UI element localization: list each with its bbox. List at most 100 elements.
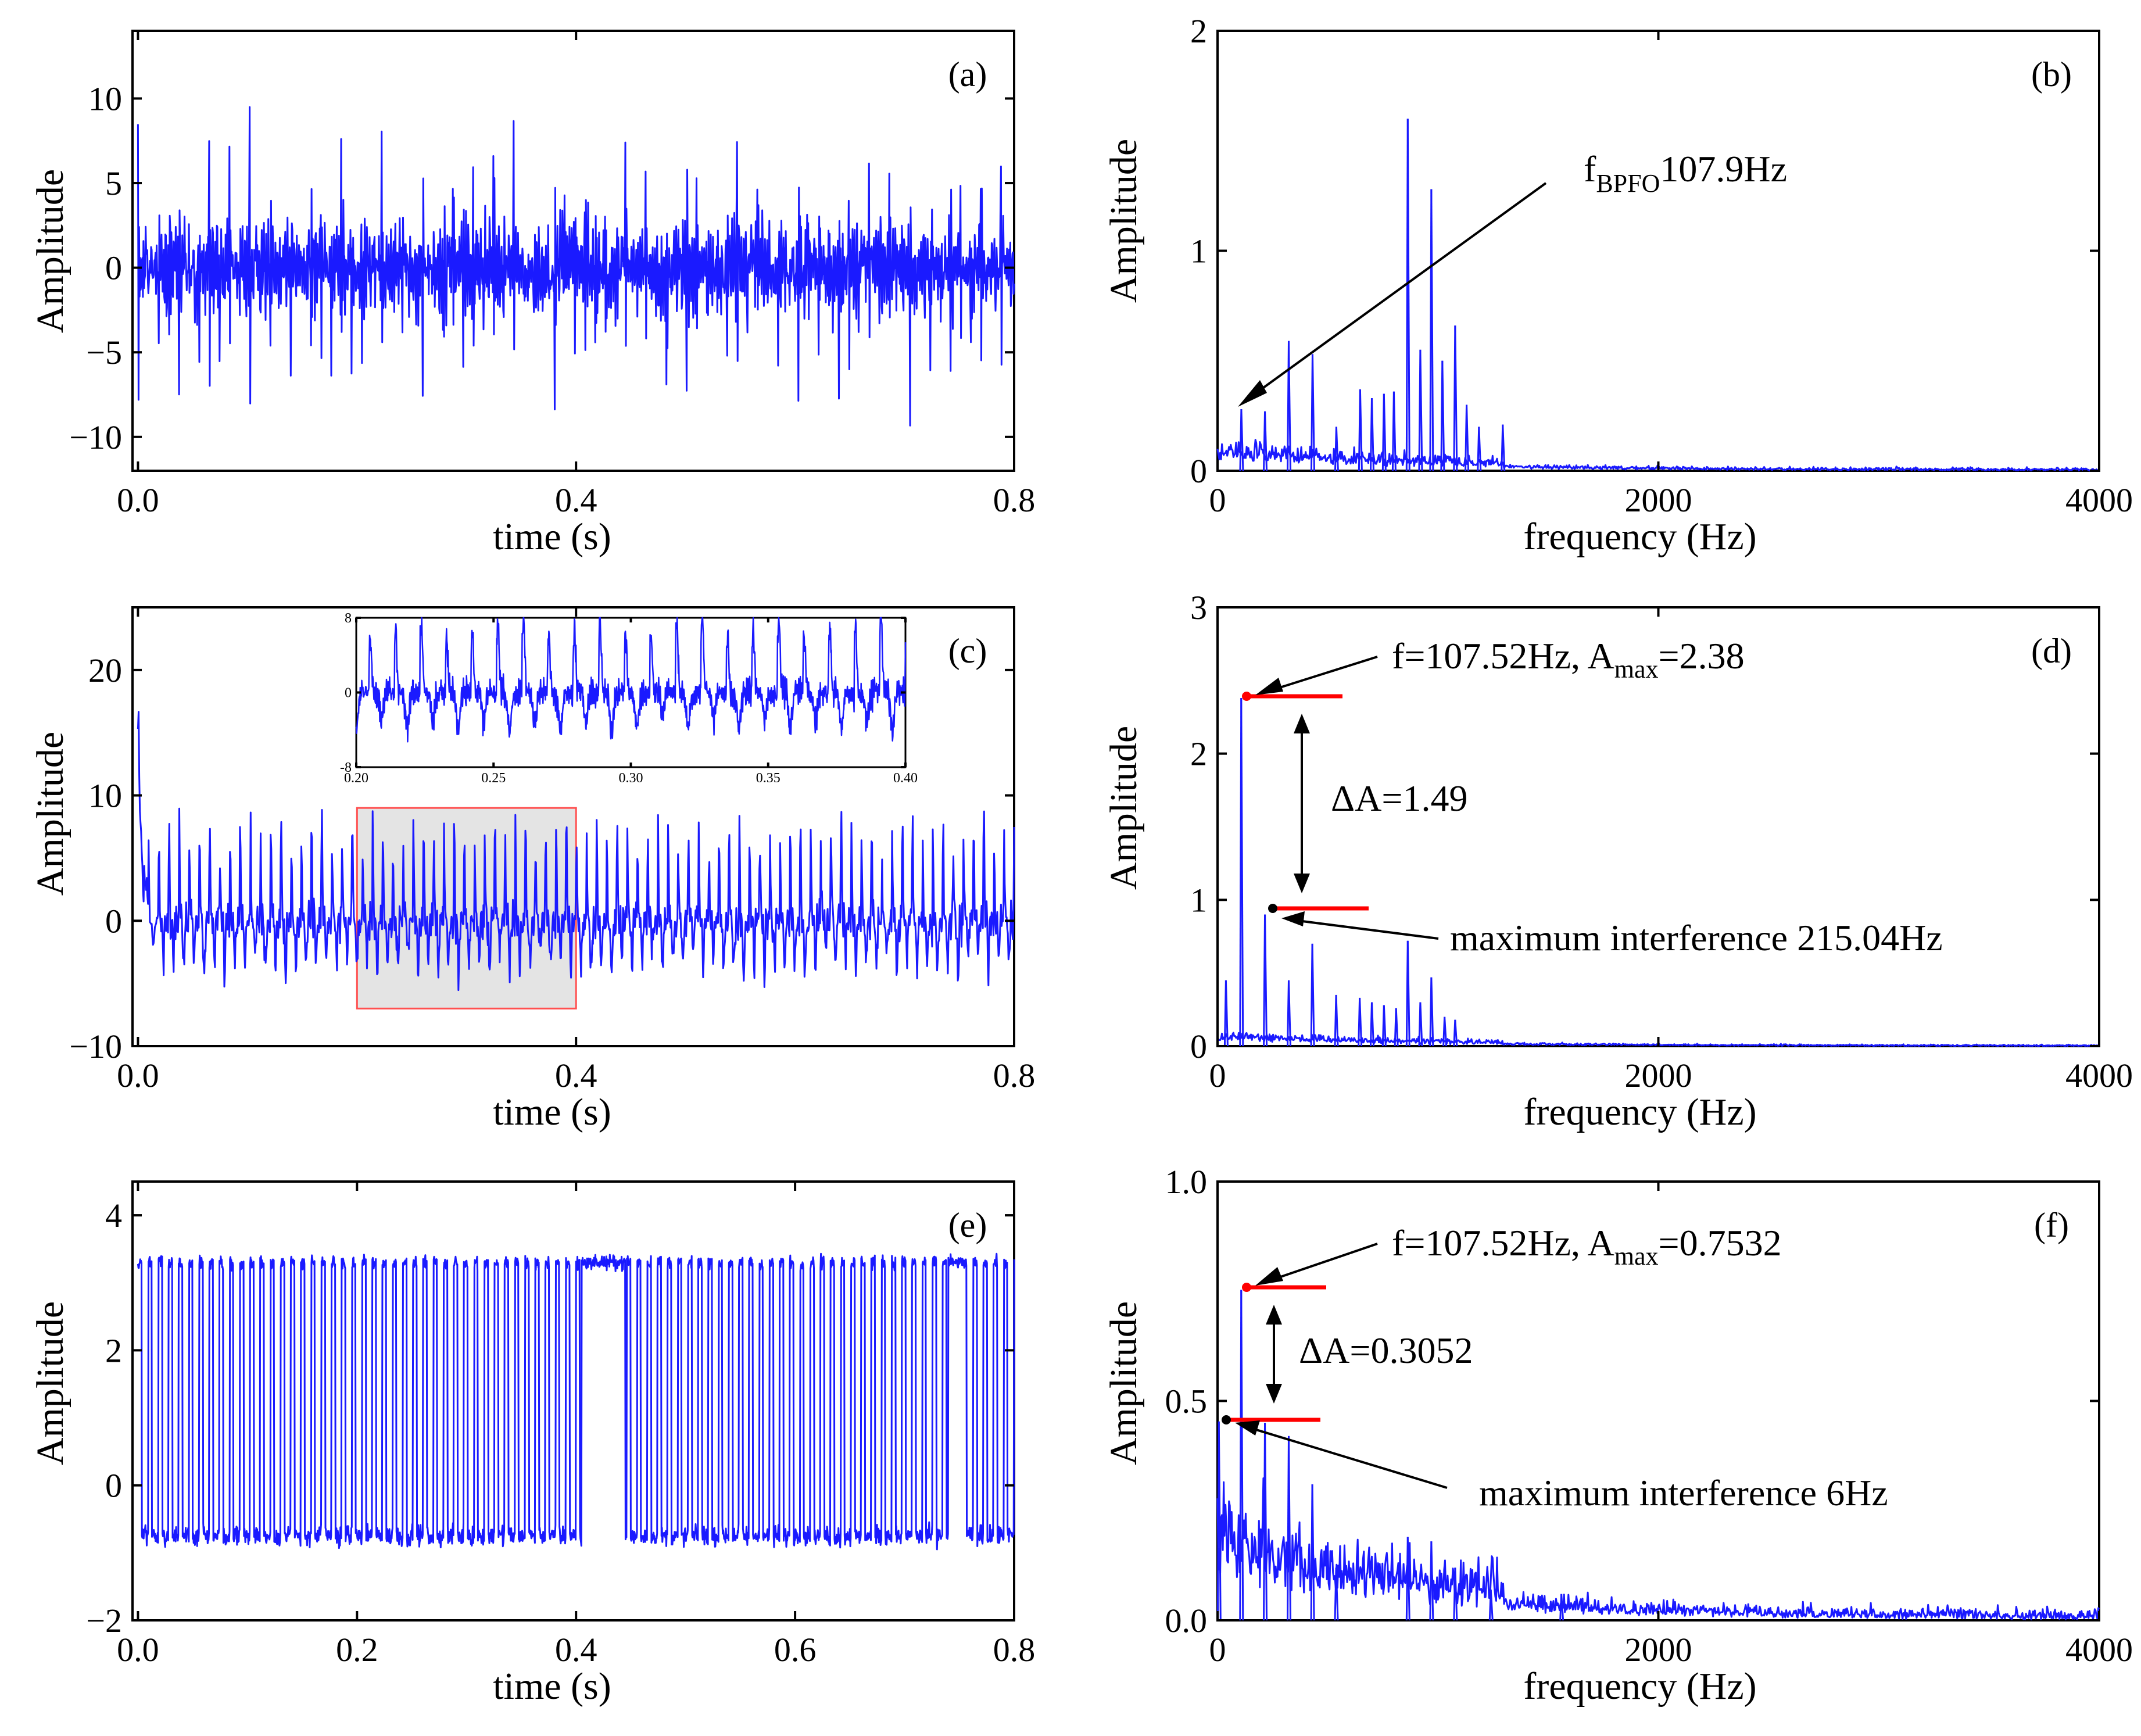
a-ytick-label: −5 [86,334,122,371]
delta-arrow-bottom [1294,874,1310,893]
max-annotation-f: f=107.52Hz, Amax=0.7532 [1392,1222,1782,1270]
f-xtick-label: 2000 [1625,1631,1692,1669]
panel-f-label: (f) [2034,1206,2069,1244]
e-series-line [137,1252,1015,1551]
e-xtick-label: 0.8 [993,1631,1036,1669]
b-xtick-label: 4000 [2065,481,2133,519]
d-xtick-label: 4000 [2065,1057,2133,1094]
c-ytick-label: −10 [69,1028,122,1065]
interference-point [1268,904,1277,913]
b-ytick-label: 2 [1190,12,1207,50]
max-arrow-line-f [1266,1243,1378,1283]
d-spectral-peak-side [1240,698,1244,1047]
panel-f-xlabel: frequency (Hz) [1523,1665,1756,1708]
b-xtick-label: 0 [1209,481,1226,519]
f-spectral-peak-side [1335,1567,1339,1621]
d-ytick-label: 2 [1190,735,1207,773]
c-ytick-label: 20 [88,652,122,689]
panel-a-ticks: 0.0 0.4 0.8 −10 −5 0 5 10 [69,31,1035,519]
d-spectral-peak-side [1311,943,1315,1047]
d-spectral-peak-side [1264,914,1268,1047]
a-ytick-label: −10 [69,418,122,456]
panel-d-annotation: f=107.52Hz, Amax=2.38 ΔA=1.49 maximum in… [1242,635,1943,958]
a-xtick-label: 0.0 [117,481,159,519]
delta-arrow-bottom-f [1266,1384,1282,1404]
c-xtick-label: 0.8 [993,1057,1036,1094]
panel-f-annotation: f=107.52Hz, Amax=0.7532 ΔA=0.3052 maximu… [1222,1222,1888,1513]
b-spectral-peak-side [1454,325,1458,471]
f-spectral-peak-side [1454,1567,1458,1621]
d-spectral-peak-side [1335,994,1339,1047]
f-noise-floor [1216,1477,2100,1620]
d-ytick-label: 1 [1190,881,1207,919]
panel-d-label: (d) [2031,632,2072,670]
e-ytick-label: 4 [105,1197,122,1234]
c-inset-xtick-label: 0.35 [756,771,781,786]
max-point-f [1242,1283,1251,1292]
panel-f-signal [1216,1290,2100,1621]
b-spectral-peak-side [1502,424,1506,471]
d-xtick-label: 2000 [1625,1057,1692,1094]
interference-arrow-head [1281,911,1305,926]
delta-annotation-f: ΔA=0.3052 [1299,1330,1473,1371]
panel-e-xlabel: time (s) [493,1665,611,1708]
panel-c-ylabel: Amplitude [29,732,71,896]
d-ytick-label: 3 [1190,589,1207,627]
panel-b-frame [1216,30,2100,472]
delta-annotation: ΔA=1.49 [1331,778,1467,819]
f-spectral-peak-side [1264,1423,1268,1621]
d-spectral-peak-side [1287,980,1291,1047]
b-spectral-peak-side [1392,391,1397,471]
f-spectral-peak-side [1311,1484,1315,1621]
f-spectral-peak-side [1406,1537,1410,1621]
f-spectral-peak-side [1287,1436,1291,1621]
c-inset-xtick-label: 0.25 [481,771,506,786]
d-spectral-peak-side [1225,980,1229,1047]
b-spectral-peak-side [1335,427,1339,471]
f-ytick-label: 0.5 [1165,1383,1208,1420]
a-ytick-label: 5 [105,164,122,202]
e-xtick-label: 0.0 [117,1631,159,1669]
f-ytick-label: 1.0 [1165,1163,1208,1201]
b-spectral-peak-side [1264,411,1268,471]
d-spectral-peak-side [1430,977,1434,1047]
f-spectral-peak-side [1430,1541,1434,1621]
bpfo-arrow-line [1245,182,1547,401]
panel-a-ylabel: Amplitude [29,169,71,333]
panel-c: 0.0 0.4 0.8 −10 0 10 20 (c) time (s) Amplitude… [29,606,1036,1133]
d-ytick-label: 0 [1190,1028,1207,1065]
a-xtick-label: 0.8 [993,481,1036,519]
bpfo-annotation: fBPFO107.9Hz [1584,148,1787,198]
panel-a: 0.0 0.4 0.8 −10 −5 0 5 10 (a) time (s) Amplitud… [29,30,1035,558]
c-inset-ytick-label: 0 [345,686,352,701]
f-spectral-peak-side [1240,1290,1244,1621]
panel-e-ylabel: Amplitude [29,1301,71,1465]
inset-signal [355,617,907,743]
panel-b-signal [1216,119,2100,472]
f-ytick-label: 0.0 [1165,1602,1208,1640]
b-spectral-peak-side [1419,349,1423,471]
d-spectral-peak-side [1406,940,1410,1047]
d-spectral-peak-side [1454,1019,1458,1047]
panel-d: 0 2000 4000 0 1 2 3 (d) frequency (Hz) Amplitu… [1102,589,2133,1133]
panel-c-inset: 0.20 0.25 0.30 0.35 0.40 -8 0 8 [340,611,918,786]
delta-arrow-top [1294,714,1310,733]
c-xtick-label: 0.4 [555,1057,597,1094]
panel-c-signal [137,711,1015,992]
interference-annotation: maximum interference 215.04Hz [1450,917,1943,958]
panel-c-frame [131,606,1015,1047]
panel-b: 0 2000 4000 0 1 2 (b) frequency (Hz) Amplitud… [1102,12,2133,558]
c-ytick-label: 10 [88,777,122,815]
panel-e: 0.0 0.2 0.4 0.6 0.8 −2 0 2 4 (e) time (s) Amplit… [29,1180,1036,1708]
panel-b-xlabel: frequency (Hz) [1523,516,1756,558]
c-series-line [355,617,907,743]
b-spectral-peak-side [1287,341,1291,471]
max-annotation: f=107.52Hz, Amax=2.38 [1392,635,1745,683]
e-ytick-label: 2 [105,1331,122,1369]
interference-point-f [1222,1415,1231,1424]
max-arrow-head-f [1255,1267,1283,1286]
interference-arrow-line-f [1246,1426,1448,1489]
panel-e-label: (e) [948,1206,987,1244]
interference-arrow-head-f [1235,1420,1260,1436]
